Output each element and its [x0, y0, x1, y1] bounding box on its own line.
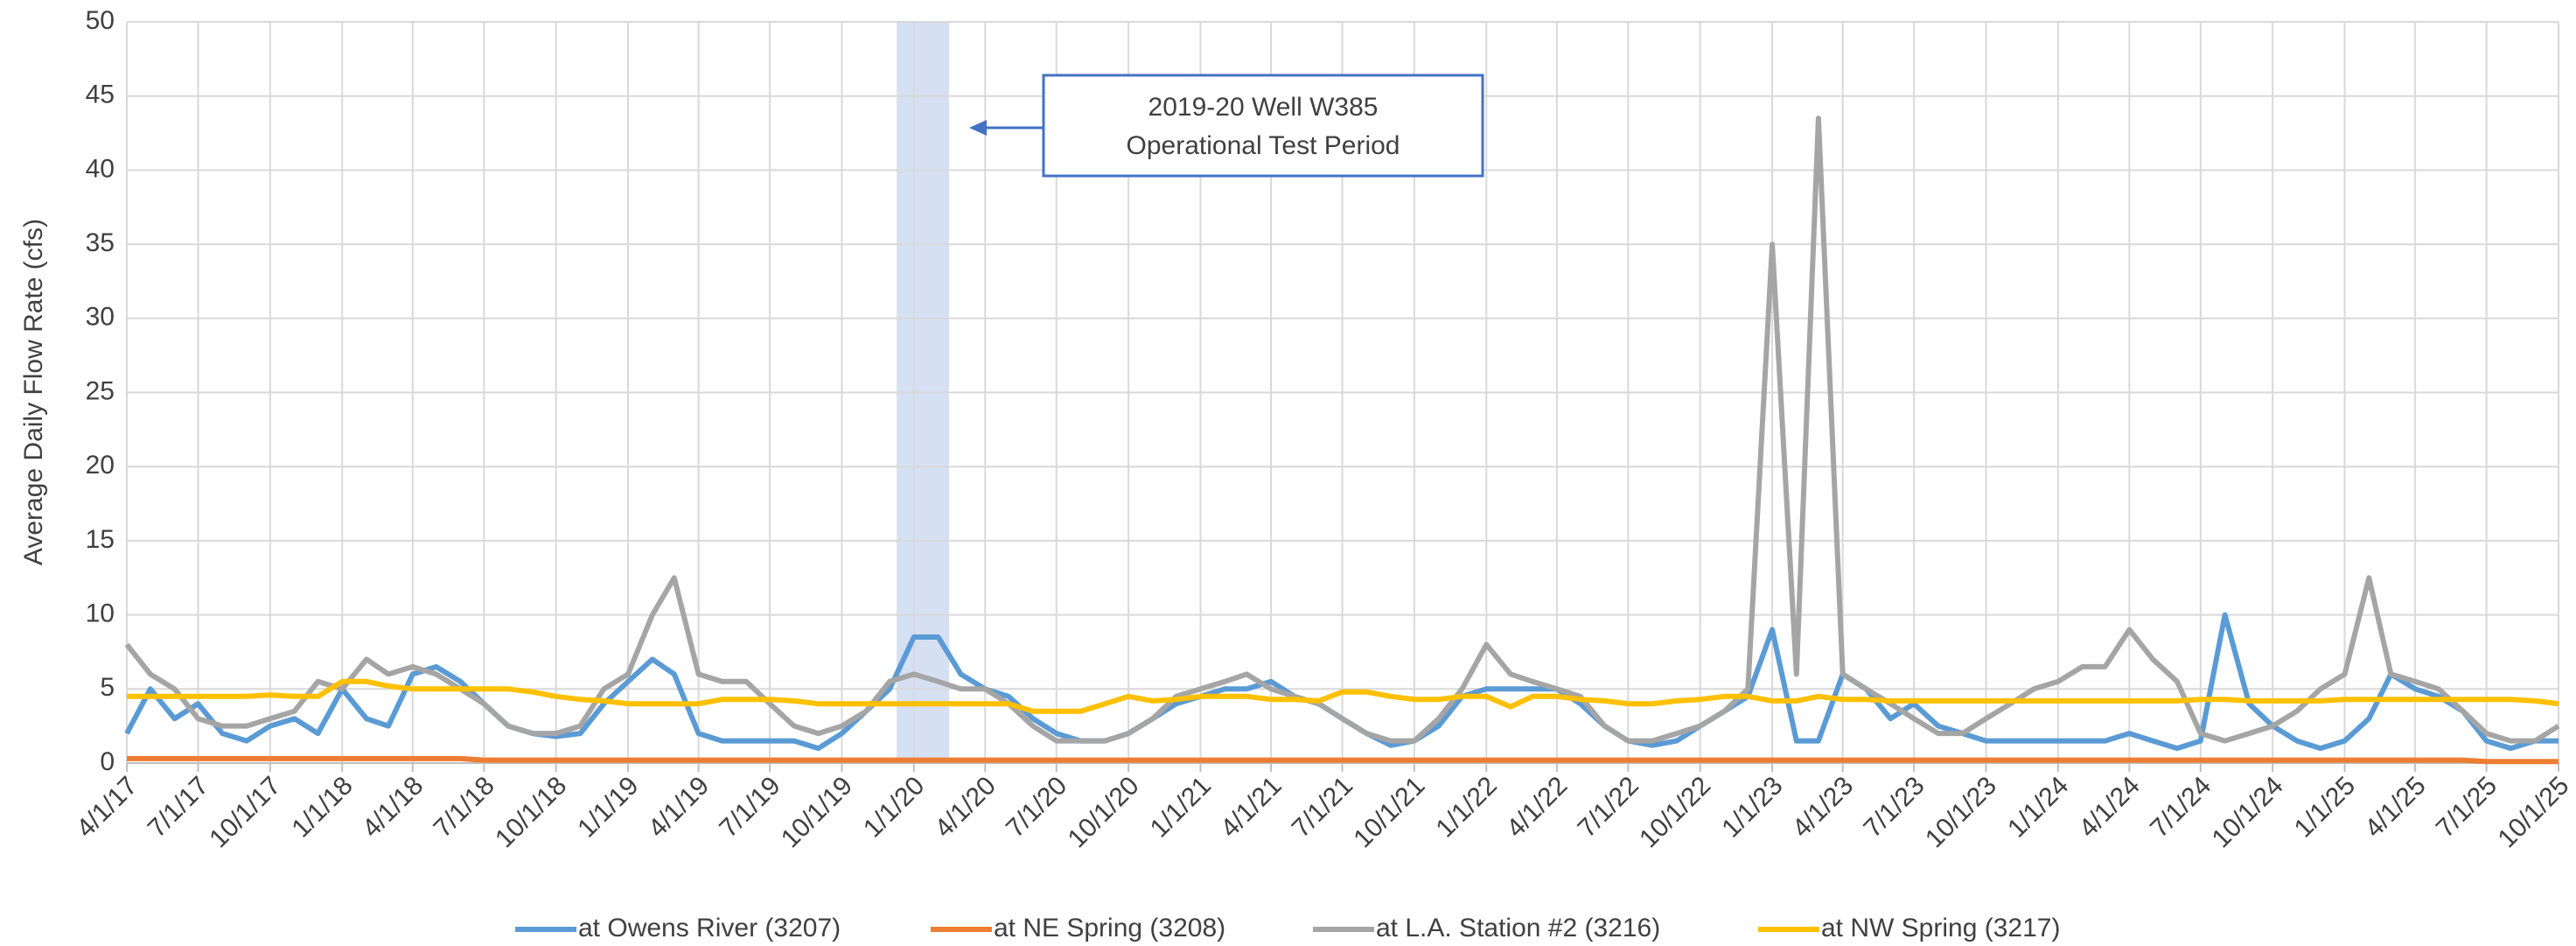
y-axis-label: Average Daily Flow Rate (cfs) [19, 219, 48, 565]
legend-label: at L.A. Station #2 (3216) [1376, 914, 1660, 942]
legend-label: at NE Spring (3208) [994, 914, 1225, 942]
annotation-arrowhead [969, 120, 987, 136]
y-tick-label: 20 [86, 451, 115, 480]
y-tick-label: 40 [86, 154, 115, 183]
y-tick-label: 10 [86, 599, 115, 628]
annotation-text: 2019-20 Well W385 [1148, 93, 1379, 122]
annotation-text: Operational Test Period [1127, 131, 1400, 160]
y-tick-label: 50 [86, 6, 115, 35]
series-line [127, 755, 2559, 765]
y-tick-label: 30 [86, 303, 115, 332]
y-tick-label: 15 [86, 525, 115, 554]
legend-label: at Owens River (3207) [578, 914, 841, 942]
legend-label: at NW Spring (3217) [1821, 914, 2060, 942]
annotation-box [1042, 74, 1484, 178]
series-line [124, 116, 2560, 744]
y-tick-label: 45 [86, 81, 115, 109]
y-tick-label: 0 [100, 747, 115, 776]
y-tick-label: 25 [86, 376, 115, 405]
y-tick-label: 5 [100, 673, 115, 702]
y-tick-label: 35 [86, 228, 115, 257]
series-line [127, 678, 2559, 714]
